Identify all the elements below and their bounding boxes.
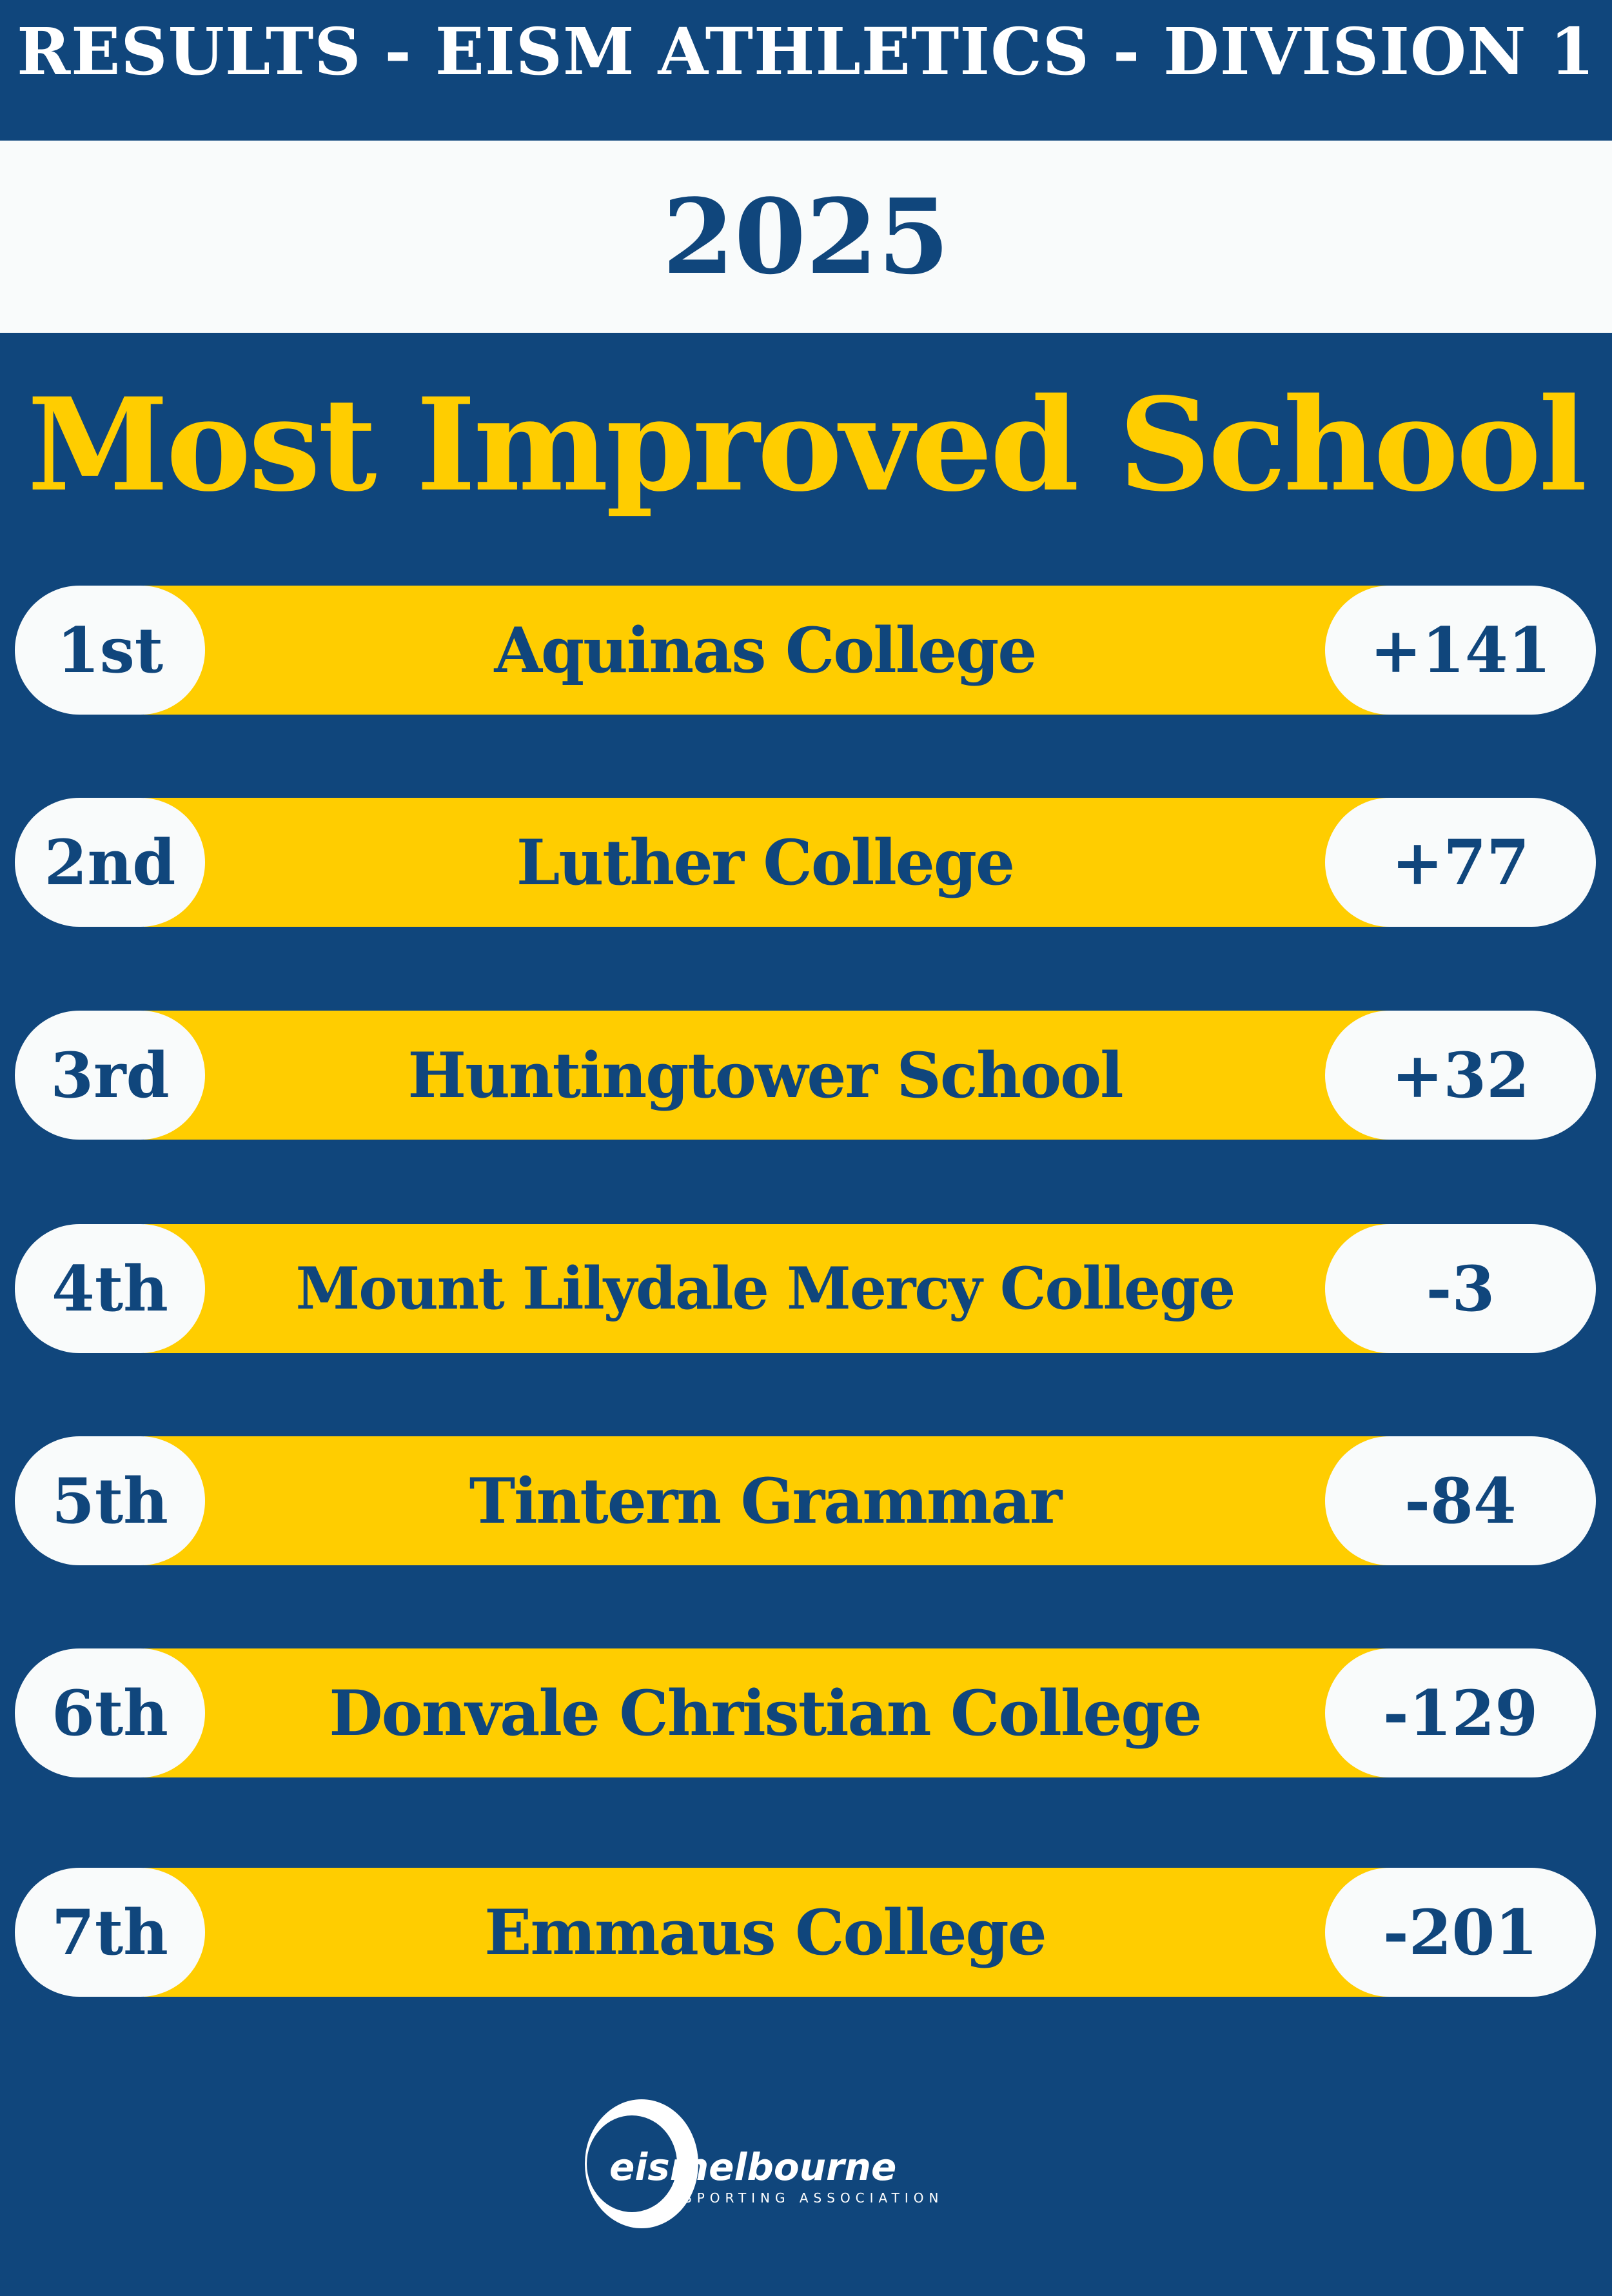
school-name: Tintern Grammar: [469, 1464, 1063, 1538]
row-bar: [144, 1224, 1435, 1353]
rank-pill: 2nd: [15, 798, 205, 927]
score-pill: -84: [1325, 1436, 1596, 1565]
row-bar: [144, 586, 1435, 715]
logo-ring-inner: [587, 2115, 677, 2212]
score-pill: -3: [1325, 1224, 1596, 1353]
award-title: Most Improved School: [27, 370, 1587, 520]
score-pill: -129: [1325, 1648, 1596, 1777]
rank-pill: 5th: [15, 1436, 205, 1565]
school-name: Emmaus College: [484, 1895, 1047, 1969]
score-pill: -201: [1325, 1868, 1596, 1997]
rank-pill: 7th: [15, 1868, 205, 1997]
result-row: 3rd Huntingtower School +32: [15, 1011, 1596, 1140]
rank-pill: 6th: [15, 1648, 205, 1777]
school-name: Mount Lilydale Mercy College: [295, 1254, 1236, 1323]
score-pill: +141: [1325, 586, 1596, 715]
rank-pill: 4th: [15, 1224, 205, 1353]
logo-wordmark: eismelbourne: [609, 2145, 896, 2189]
school-name: Donvale Christian College: [329, 1676, 1202, 1750]
result-row: 5th Tintern Grammar -84: [15, 1436, 1596, 1565]
school-name: Luther College: [516, 826, 1015, 899]
year-label: 2025: [662, 176, 950, 297]
score-pill: +77: [1325, 798, 1596, 927]
row-bar: [144, 1648, 1435, 1777]
logo-tagline: SPORTING ASSOCIATION: [683, 2190, 944, 2206]
eism-logo: eismelbourne SPORTING ASSOCIATION: [585, 2099, 944, 2228]
result-row: 7th Emmaus College -201: [15, 1868, 1596, 1997]
row-bar: [144, 798, 1435, 927]
school-name: Aquinas College: [494, 613, 1037, 687]
score-pill: +32: [1325, 1011, 1596, 1140]
year-banner: 2025: [0, 141, 1612, 333]
result-row: 1st Aquinas College +141: [15, 586, 1596, 715]
row-bar: [144, 1436, 1435, 1565]
result-row: 4th Mount Lilydale Mercy College -3: [15, 1224, 1596, 1353]
rank-pill: 3rd: [15, 1011, 205, 1140]
result-row: 2nd Luther College +77: [15, 798, 1596, 927]
result-row: 6th Donvale Christian College -129: [15, 1648, 1596, 1777]
header-title: RESULTS - EISM ATHLETICS - DIVISION 1: [17, 14, 1595, 90]
row-bar: [144, 1868, 1435, 1997]
rank-pill: 1st: [15, 586, 205, 715]
school-name: Huntingtower School: [408, 1038, 1123, 1112]
row-bar: [144, 1011, 1435, 1140]
